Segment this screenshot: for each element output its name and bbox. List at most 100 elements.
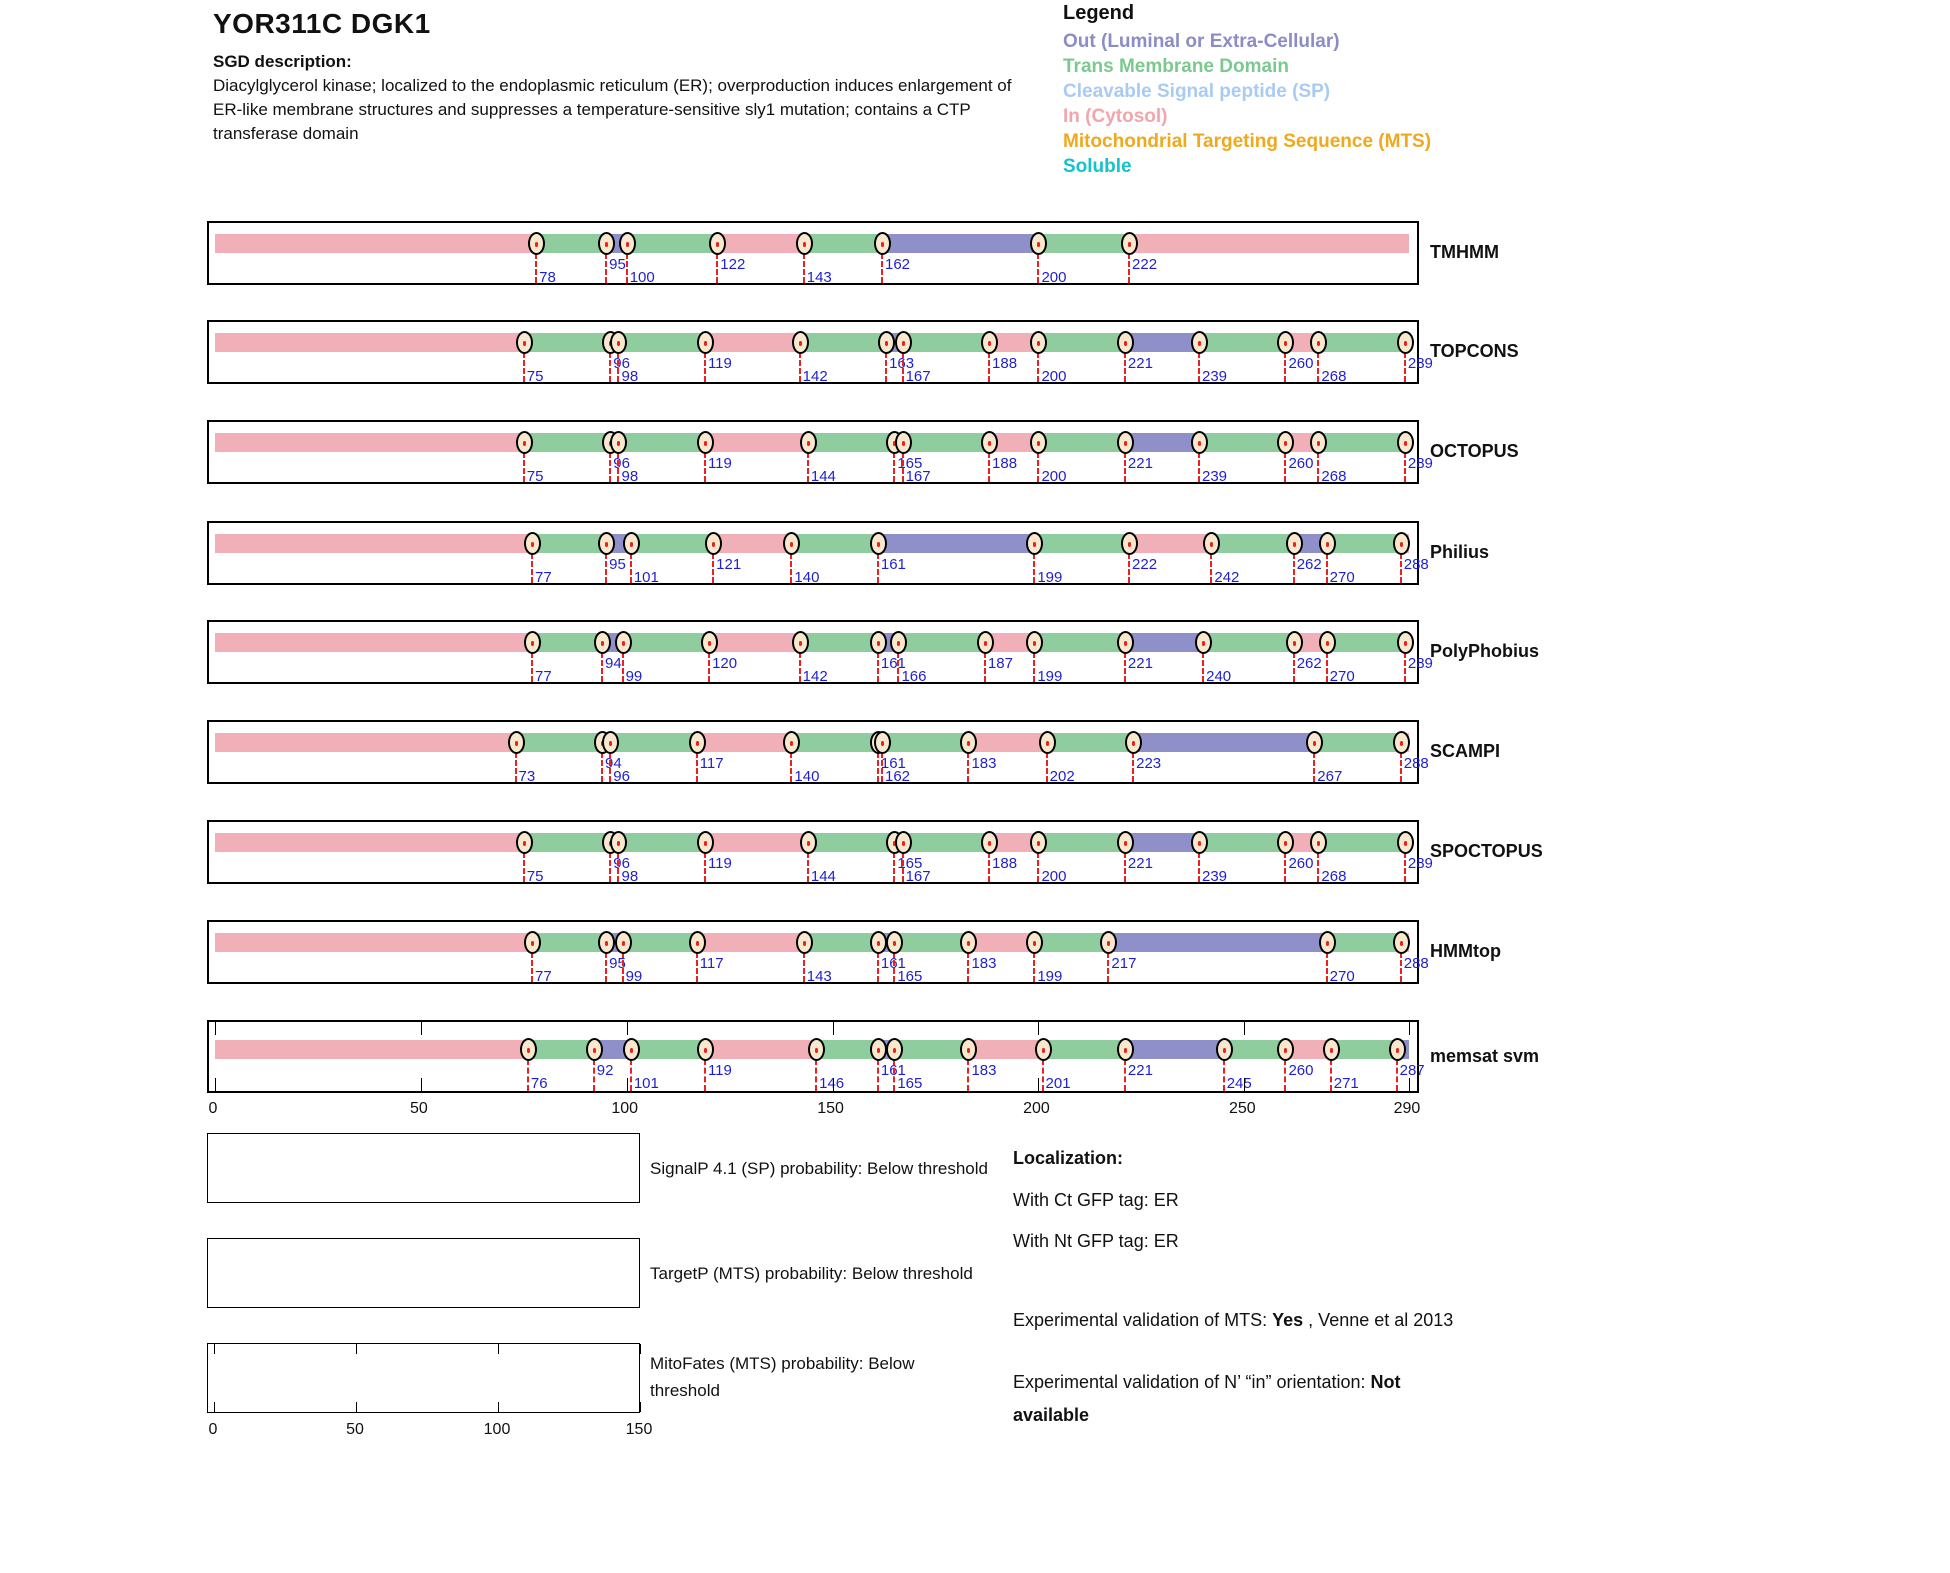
- segment-in: [215, 933, 533, 952]
- boundary-marker-dot: [1198, 341, 1201, 346]
- segment-in: [968, 733, 1047, 752]
- boundary-marker-dot: [880, 242, 884, 247]
- segment-tm: [1314, 733, 1401, 752]
- axis-tick: [420, 1022, 422, 1035]
- boundary-marker-icon: [1318, 532, 1336, 555]
- segment-tm: [1038, 833, 1125, 852]
- boundary-marker-dot: [1325, 542, 1329, 547]
- boundary-marker-dot: [806, 841, 810, 846]
- boundary-number: 288: [1403, 556, 1429, 573]
- boundary-number: 260: [1288, 855, 1314, 872]
- boundary-number: 161: [880, 556, 906, 573]
- segment-tm: [532, 933, 607, 952]
- orientation-validation-line: Experimental validation of N’ “in” orien…: [1013, 1366, 1473, 1432]
- axis-label: 250: [1228, 1100, 1256, 1117]
- boundary-marker-icon: [1030, 331, 1048, 354]
- boundary-number: 199: [1037, 968, 1063, 985]
- axis-tick: [1408, 1022, 1410, 1035]
- boundary-marker-icon: [1318, 931, 1336, 954]
- boundary-line: [798, 352, 801, 382]
- segment-tm: [1034, 633, 1125, 652]
- boundary-number: 242: [1214, 569, 1240, 586]
- boundary-number: 122: [720, 256, 746, 273]
- sgd-description-line: Diacylglycerol kinase; localized to the …: [213, 76, 1012, 95]
- boundary-marker-dot: [1284, 341, 1288, 346]
- boundary-line: [880, 253, 883, 283]
- boundary-marker-icon: [610, 431, 628, 454]
- boundary-marker-icon: [618, 232, 636, 255]
- boundary-number: 161: [880, 755, 906, 772]
- boundary-marker-dot: [983, 641, 987, 646]
- boundary-marker-dot: [1284, 1048, 1288, 1053]
- segment-tm: [630, 1040, 705, 1059]
- sgd-description-label: SGD description:: [213, 52, 352, 71]
- boundary-line: [708, 652, 711, 682]
- segment-tm: [523, 833, 611, 852]
- mitofates-axis-tick: [640, 1402, 641, 1412]
- boundary-line: [1123, 352, 1126, 382]
- boundary-line: [531, 952, 534, 982]
- boundary-line: [531, 553, 534, 583]
- boundary-marker-dot: [601, 641, 605, 646]
- axis-label: 50: [409, 1100, 428, 1117]
- mitofates-axis-tick: [498, 1344, 499, 1354]
- boundary-marker-dot: [988, 341, 992, 346]
- boundary-marker-dot: [1033, 641, 1037, 646]
- segment-tm: [1326, 633, 1405, 652]
- localization-ct: With Ct GFP tag: ER: [1013, 1190, 1179, 1210]
- boundary-marker-dot: [1123, 341, 1127, 346]
- boundary-marker-icon: [1396, 431, 1414, 454]
- boundary-marker-icon: [960, 931, 978, 954]
- boundary-number: 200: [1041, 868, 1067, 885]
- boundary-marker-icon: [696, 1038, 714, 1061]
- boundary-marker-dot: [522, 341, 526, 346]
- boundary-line: [901, 852, 904, 882]
- segment-in: [704, 433, 808, 452]
- boundary-line: [1210, 553, 1213, 583]
- boundary-line: [1033, 952, 1036, 982]
- boundary-line: [880, 752, 883, 782]
- boundary-marker-dot: [876, 1048, 880, 1053]
- boundary-number: 143: [806, 269, 832, 286]
- boundary-marker-dot: [1037, 341, 1041, 346]
- boundary-line: [535, 253, 538, 283]
- boundary-marker-dot: [798, 641, 802, 646]
- boundary-marker-icon: [1026, 631, 1044, 654]
- boundary-marker-icon: [791, 331, 809, 354]
- boundary-number: 188: [992, 455, 1018, 472]
- track-label-hmmtop: HMMtop: [1430, 941, 1501, 961]
- segment-tm: [1326, 933, 1401, 952]
- boundary-marker-icon: [688, 731, 706, 754]
- boundary-number: 270: [1329, 569, 1355, 586]
- boundary-line: [988, 352, 991, 382]
- segment-tm: [791, 733, 878, 752]
- boundary-line: [703, 852, 706, 882]
- boundary-marker-icon: [507, 731, 525, 754]
- boundary-number: 221: [1127, 655, 1153, 672]
- boundary-marker-dot: [1395, 1048, 1399, 1053]
- boundary-line: [1403, 452, 1406, 482]
- legend-items: Out (Luminal or Extra-Cellular) Trans Mem…: [1063, 29, 1431, 179]
- legend: Legend Out (Luminal or Extra-Cellular) Tr…: [1063, 2, 1431, 179]
- boundary-marker-dot: [1399, 542, 1403, 547]
- boundary-marker-dot: [605, 542, 609, 547]
- boundary-marker-icon: [696, 331, 714, 354]
- segment-tm: [1211, 534, 1294, 553]
- boundary-marker-dot: [967, 741, 971, 746]
- boundary-number: 287: [1399, 1062, 1425, 1079]
- segment-tm: [618, 333, 705, 352]
- boundary-line: [716, 253, 719, 283]
- boundary-line: [605, 952, 608, 982]
- boundary-number: 223: [1136, 755, 1162, 772]
- boundary-line: [1202, 652, 1205, 682]
- boundary-marker-dot: [1123, 441, 1127, 446]
- boundary-line: [876, 652, 879, 682]
- boundary-number: 98: [621, 468, 639, 485]
- boundary-number: 288: [1403, 755, 1429, 772]
- boundary-marker-dot: [1325, 641, 1329, 646]
- page-title: YOR311C DGK1: [213, 8, 431, 39]
- boundary-line: [893, 952, 896, 982]
- boundary-marker-icon: [960, 731, 978, 754]
- track-box-spoctopus: 75 96 98 119 144 165 167 188 200 221 239 260 268 289: [207, 820, 1433, 885]
- boundary-line: [876, 952, 879, 982]
